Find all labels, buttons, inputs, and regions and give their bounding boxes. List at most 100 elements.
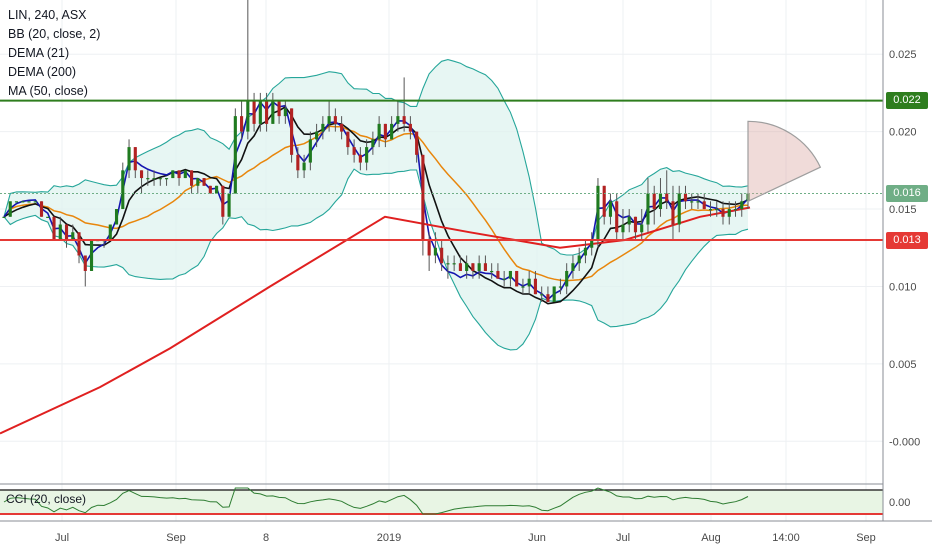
candle-body [308, 139, 312, 163]
candle-body [540, 294, 544, 296]
candle-body [315, 131, 319, 140]
x-tick-label: Jul [55, 532, 69, 544]
candle-body [571, 263, 575, 271]
y-tick-label: 0.020 [889, 127, 917, 139]
candle-body [321, 123, 325, 132]
x-tick-label: Jun [528, 532, 546, 544]
legend-dema200[interactable]: DEMA (200) [8, 65, 77, 79]
candle-body [677, 193, 681, 225]
candle-body [496, 270, 500, 279]
candle-body [83, 255, 87, 271]
candle-body [390, 123, 394, 140]
candle-body [602, 185, 606, 217]
candle-body [421, 154, 425, 240]
candle-body [565, 270, 569, 287]
projection-sector[interactable] [747, 120, 822, 203]
candle-body [265, 100, 269, 124]
candle-body [427, 240, 431, 256]
candle-body [371, 139, 375, 148]
candle-body [383, 123, 387, 140]
candle-body [515, 270, 519, 287]
x-tick-label: Sep [856, 532, 876, 544]
candle-body [396, 116, 400, 124]
candle-body [77, 232, 81, 256]
candle-body [733, 209, 738, 211]
candle-body [590, 240, 594, 248]
candle-body [296, 154, 300, 171]
cci-line [3, 487, 749, 515]
legend-bb[interactable]: BB (20, close, 2) [8, 27, 101, 41]
candle-body [171, 170, 175, 179]
candle-body [627, 216, 631, 225]
candle-body [8, 201, 12, 217]
candle-body [196, 178, 200, 186]
candle-body [508, 270, 512, 279]
price-label-support: 0.013 [886, 231, 928, 249]
candle-body [158, 178, 162, 180]
candle-body [233, 116, 237, 194]
candle-body [164, 178, 169, 180]
candle-body [490, 270, 494, 273]
candle-body [108, 224, 112, 240]
candle-body [121, 170, 125, 210]
cci-band [0, 490, 883, 514]
candle-body [471, 263, 475, 271]
candle-body [465, 263, 469, 271]
candle-body [615, 201, 619, 233]
candle-body [708, 209, 713, 211]
candle-body [215, 185, 219, 194]
candle-body [302, 162, 306, 171]
bollinger-band-fill [4, 59, 748, 350]
candle-body [252, 100, 256, 124]
cci-tick-label: 0.00 [889, 497, 910, 509]
candle-body [64, 224, 69, 240]
projection-shape[interactable] [747, 120, 822, 203]
candle-body [652, 193, 656, 210]
x-tick-label: Sep [166, 532, 186, 544]
legend-cci[interactable]: CCI (20, close) [6, 492, 87, 506]
candle-body [502, 278, 506, 280]
candle-body [221, 185, 225, 217]
candle-body [483, 263, 487, 271]
legend-title[interactable]: LIN, 240, ASX [8, 8, 87, 22]
candle-body [596, 185, 600, 240]
candle-body [133, 147, 137, 171]
candle-body [71, 232, 75, 240]
candle-body [583, 247, 588, 256]
y-tick-label: 0.025 [889, 49, 917, 61]
candle-body [415, 131, 419, 155]
legend-ma50[interactable]: MA (50, close) [8, 84, 88, 98]
candle-body [333, 116, 337, 124]
candle-body [446, 263, 450, 265]
candle-body [608, 201, 613, 217]
candle-body [377, 123, 381, 140]
candle-body [283, 108, 287, 117]
candle-body [2, 216, 6, 218]
candle-body [14, 201, 19, 203]
candle-body [21, 201, 25, 203]
candle-body [696, 201, 700, 203]
candle-body [546, 294, 550, 302]
cci-panel [0, 487, 883, 515]
legend-dema21[interactable]: DEMA (21) [8, 46, 70, 60]
candle-body [327, 116, 331, 124]
candle-body [227, 193, 231, 217]
candle-body [208, 185, 212, 194]
candle-body [152, 178, 156, 180]
candle-body [183, 170, 187, 179]
candle-body [202, 178, 206, 186]
candle-body [240, 116, 244, 132]
price-label-last: 0.016 [886, 185, 928, 203]
x-tick-label: 2019 [377, 532, 401, 544]
candle-body [190, 170, 194, 186]
horizontal-levels[interactable] [0, 99, 883, 241]
candle-body [146, 178, 150, 180]
candle-body [702, 201, 706, 210]
candle-body [127, 147, 131, 171]
price-label-resistance: 0.022 [886, 92, 928, 110]
candle-body [533, 278, 537, 295]
candle-body [39, 201, 44, 217]
y-tick-label: 0.015 [889, 204, 917, 216]
bb-fill [4, 59, 748, 350]
